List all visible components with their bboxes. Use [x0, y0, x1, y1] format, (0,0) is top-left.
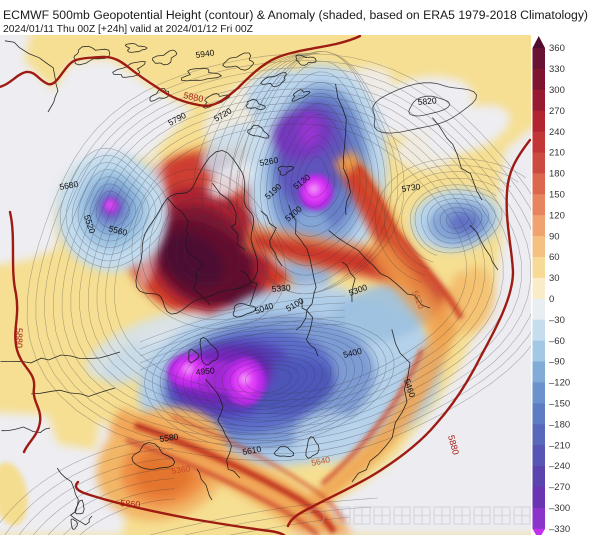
svg-text:–30: –30 — [549, 315, 565, 326]
svg-text:180: 180 — [549, 169, 565, 180]
svg-text:5940: 5940 — [195, 47, 215, 60]
svg-text:360: 360 — [549, 43, 565, 54]
svg-text:–150: –150 — [549, 399, 570, 410]
svg-text:4950: 4950 — [195, 365, 215, 377]
svg-text:–330: –330 — [549, 524, 570, 535]
svg-text:–180: –180 — [549, 419, 570, 430]
svg-text:2024/01/11 Thu 00Z [+24h] vali: 2024/01/11 Thu 00Z [+24h] valid at 2024/… — [3, 24, 253, 35]
svg-text:–240: –240 — [549, 461, 570, 472]
svg-text:5580: 5580 — [159, 431, 179, 444]
svg-text:5360: 5360 — [171, 463, 191, 476]
svg-text:30: 30 — [549, 273, 560, 284]
svg-text:–300: –300 — [549, 503, 570, 514]
svg-text:–210: –210 — [549, 440, 570, 451]
svg-text:5560: 5560 — [107, 223, 128, 238]
svg-text:5860: 5860 — [120, 498, 141, 510]
svg-text:5820: 5820 — [417, 95, 437, 107]
svg-text:120: 120 — [549, 210, 565, 221]
svg-text:5880: 5880 — [14, 328, 24, 348]
svg-text:5730: 5730 — [401, 181, 421, 194]
svg-text:5680: 5680 — [59, 179, 80, 192]
svg-text:ECMWF 500mb Geopotential Heigh: ECMWF 500mb Geopotential Height (contour… — [3, 10, 588, 22]
svg-text:5880: 5880 — [183, 90, 205, 104]
svg-text:5610: 5610 — [242, 444, 263, 457]
svg-text:–270: –270 — [549, 482, 570, 493]
svg-text:5640: 5640 — [310, 454, 331, 468]
svg-text:330: 330 — [549, 64, 565, 75]
svg-text:–120: –120 — [549, 378, 570, 389]
svg-text:240: 240 — [549, 127, 565, 138]
svg-text:5330: 5330 — [271, 282, 291, 294]
svg-text:0: 0 — [549, 294, 554, 305]
svg-text:150: 150 — [549, 190, 565, 201]
svg-text:–60: –60 — [549, 336, 565, 347]
svg-text:90: 90 — [549, 231, 560, 242]
svg-text:270: 270 — [549, 106, 565, 117]
svg-text:–90: –90 — [549, 357, 565, 368]
svg-text:210: 210 — [549, 148, 565, 159]
svg-text:5260: 5260 — [259, 155, 280, 168]
svg-text:60: 60 — [549, 252, 560, 263]
svg-text:5400: 5400 — [342, 346, 363, 360]
svg-text:300: 300 — [549, 85, 565, 96]
